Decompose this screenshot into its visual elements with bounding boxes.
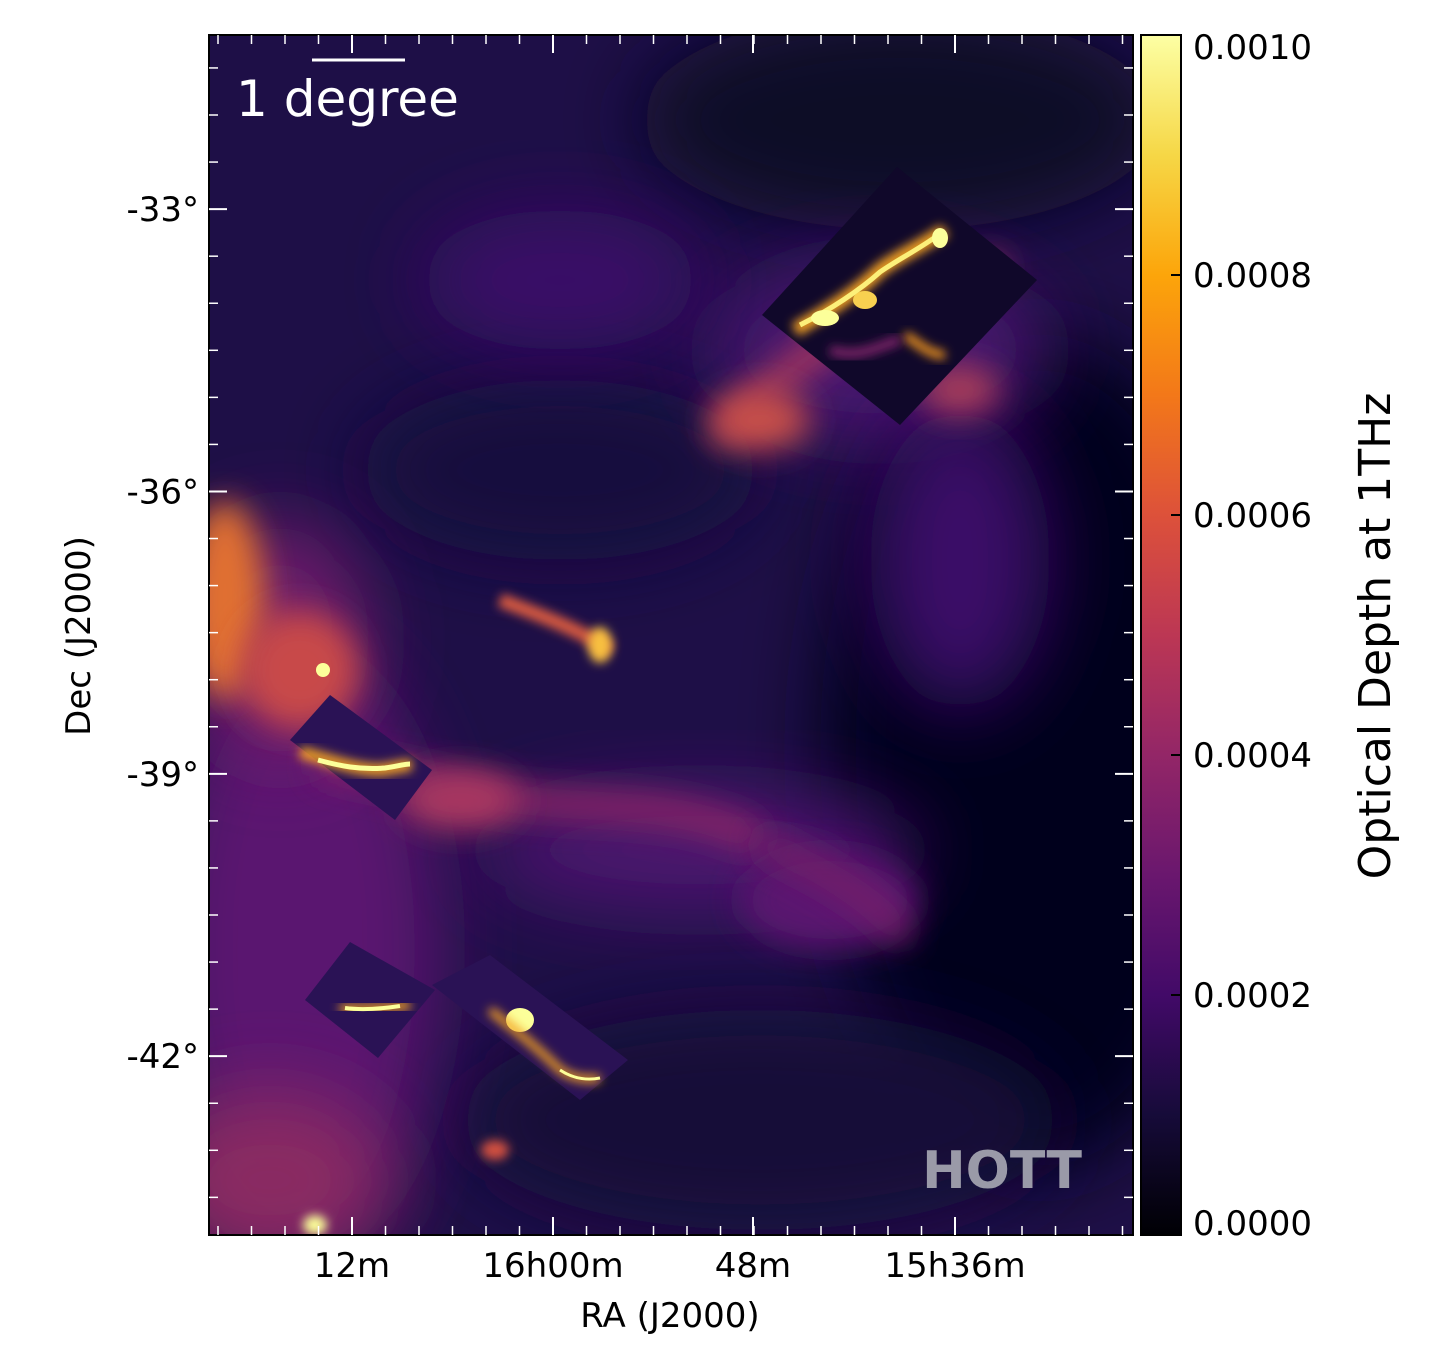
y-tick-label: -36° [126,472,199,512]
x-axis-ticks: 12m 16h00m 48m 15h36m [217,35,1124,1286]
colorbar-tick-label: 0.0002 [1193,976,1312,1016]
watermark-label: HOTT [922,1141,1082,1201]
plot-frame [208,34,1134,1236]
colorbar [1140,34,1182,1236]
x-tick-label: 16h00m [482,1246,623,1286]
colorbar-tick-label: 0.0010 [1193,28,1312,68]
y-tick-label: -42° [126,1037,199,1077]
y-tick-label: -33° [126,190,199,230]
colorbar-tick-label: 0.0006 [1193,496,1312,536]
colorbar-tick-label: 0.0008 [1193,256,1312,296]
y-axis-label: Dec (J2000) [59,536,99,736]
x-tick-label: 15h36m [884,1246,1025,1286]
y-tick-label: -39° [126,755,199,795]
y-axis-ticks: -33° -36° -39° -42° [126,67,1133,1199]
colorbar-label: Optical Depth at 1THz [1350,393,1401,880]
colorbar-ticks: 0.0000 0.0002 0.0004 0.0006 0.0008 0.0010 [1171,28,1312,1244]
scale-bar-label: 1 degree [236,70,459,128]
x-axis-label: RA (J2000) [580,1296,759,1336]
heatmap-image [209,35,1133,1235]
colorbar-tick-label: 0.0000 [1193,1204,1312,1244]
colorbar-tick-label: 0.0004 [1193,736,1312,776]
x-tick-label: 12m [314,1246,390,1286]
x-tick-label: 48m [715,1246,791,1286]
